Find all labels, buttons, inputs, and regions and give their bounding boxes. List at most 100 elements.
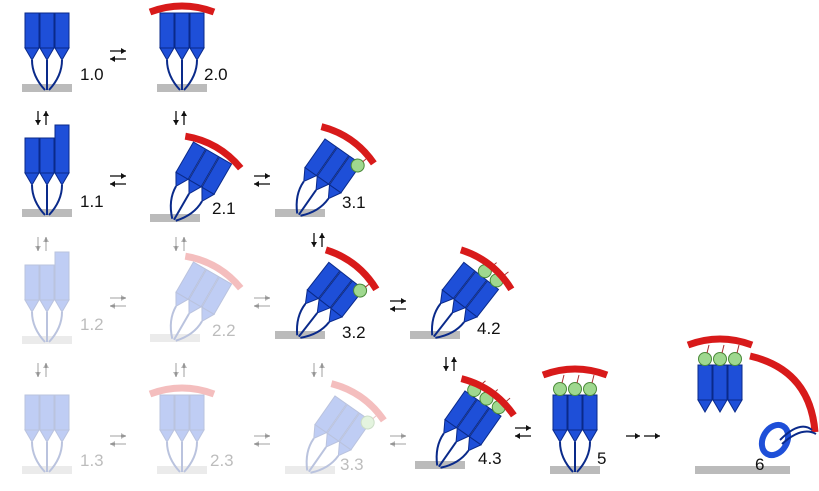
arrow-head bbox=[515, 433, 520, 439]
arrow-head bbox=[401, 433, 406, 439]
arrow-head bbox=[390, 306, 395, 312]
subunit bbox=[25, 265, 39, 300]
tether bbox=[577, 375, 579, 383]
state-label: 6 bbox=[755, 455, 764, 474]
subunit bbox=[55, 395, 69, 430]
green-subunit bbox=[569, 383, 582, 396]
subunit-tip bbox=[25, 300, 39, 312]
arrow-head bbox=[35, 246, 41, 251]
subunit-tip bbox=[160, 430, 174, 442]
arrow-head bbox=[121, 433, 126, 439]
arrow-head bbox=[110, 441, 115, 447]
state-label: 1.0 bbox=[80, 65, 104, 84]
green-subunit bbox=[729, 353, 742, 366]
state-label: 4.3 bbox=[478, 449, 502, 468]
subunit bbox=[190, 13, 204, 48]
subunit-tip bbox=[25, 48, 39, 60]
state-label: 2.1 bbox=[212, 199, 236, 218]
state-label: 2.3 bbox=[210, 451, 234, 470]
subunit bbox=[40, 138, 54, 173]
state-node: 5 bbox=[543, 369, 607, 474]
subunit bbox=[175, 395, 189, 430]
state-label: 1.2 bbox=[80, 315, 104, 334]
arrow-head bbox=[43, 363, 49, 368]
tether bbox=[737, 345, 739, 353]
red-cap bbox=[150, 388, 214, 394]
state-icon bbox=[150, 388, 214, 472]
state-icon bbox=[25, 252, 69, 342]
state-label: 3.3 bbox=[340, 455, 364, 474]
state-icon bbox=[688, 339, 752, 412]
state-label: 4.2 bbox=[477, 319, 501, 338]
state-node: 1.1 bbox=[22, 125, 104, 217]
state-label: 3.2 bbox=[342, 323, 366, 342]
subunit-tip bbox=[553, 430, 567, 442]
arrow-head bbox=[311, 242, 317, 247]
subunit-tip bbox=[583, 430, 597, 442]
arrow-head bbox=[181, 363, 187, 368]
state-node: 2.1 bbox=[146, 131, 243, 236]
arrow-head bbox=[181, 111, 187, 116]
arrow-head bbox=[254, 441, 259, 447]
subunit-tip bbox=[568, 430, 582, 442]
arrow-head bbox=[110, 181, 115, 187]
subunit-tip bbox=[25, 430, 39, 442]
state-node: 2.3 bbox=[150, 388, 234, 474]
arrow-head bbox=[254, 181, 259, 187]
state-icon bbox=[25, 125, 69, 215]
state-label: 3.1 bbox=[342, 193, 366, 212]
subunit bbox=[728, 365, 742, 400]
tether bbox=[707, 345, 709, 353]
subunit bbox=[713, 365, 727, 400]
diagram: 1.0 2.0 1.1 2.1 3.1 1.2 2.2 3.2 4.2 1.3 2.3 3.3 4.3 5… bbox=[0, 0, 819, 486]
subunit-tip bbox=[190, 430, 204, 442]
tether bbox=[592, 375, 594, 383]
subunit-tip bbox=[40, 300, 54, 312]
arrow-head bbox=[655, 433, 660, 439]
subunit bbox=[25, 395, 39, 430]
subunit-tip bbox=[40, 173, 54, 185]
tether bbox=[722, 345, 724, 353]
subunit bbox=[160, 13, 174, 48]
subunit bbox=[175, 13, 189, 48]
red-cap bbox=[543, 369, 607, 375]
arrow-head bbox=[311, 372, 317, 377]
subunit bbox=[583, 395, 597, 430]
arrow-head bbox=[401, 298, 406, 304]
subunit bbox=[190, 395, 204, 430]
subunit-tip bbox=[160, 48, 174, 60]
arrow-head bbox=[265, 295, 270, 301]
state-label: 2.2 bbox=[212, 321, 236, 340]
subunit-tip bbox=[40, 430, 54, 442]
subunit bbox=[55, 13, 69, 48]
state-label: 1.3 bbox=[80, 451, 104, 470]
state-node: 3.3 bbox=[283, 379, 388, 486]
state-label: 2.0 bbox=[204, 65, 228, 84]
state-icon bbox=[25, 13, 69, 90]
arrow-head bbox=[265, 173, 270, 179]
state-node: 6 bbox=[688, 339, 816, 474]
arrow-head bbox=[121, 48, 126, 54]
subunit bbox=[25, 138, 39, 173]
subunit bbox=[25, 13, 39, 48]
subunit-tip bbox=[728, 400, 742, 412]
arrow-head bbox=[43, 111, 49, 116]
subunit bbox=[160, 395, 174, 430]
state-label: 1.1 bbox=[80, 192, 104, 211]
arrow-head bbox=[635, 433, 640, 439]
subunit bbox=[40, 13, 54, 48]
subunit-tip bbox=[25, 173, 39, 185]
subunit-tip bbox=[698, 400, 712, 412]
arrow-head bbox=[526, 425, 531, 431]
subunit-tip bbox=[55, 430, 69, 442]
arrow-head bbox=[254, 303, 259, 309]
tether bbox=[562, 375, 564, 383]
subunit bbox=[40, 395, 54, 430]
state-node: 4.3 bbox=[413, 369, 521, 485]
arrow-head bbox=[35, 120, 41, 125]
subunit bbox=[568, 395, 582, 430]
arrow-head bbox=[173, 120, 179, 125]
subunit-tip bbox=[40, 48, 54, 60]
subunit-tip bbox=[175, 48, 189, 60]
subunit bbox=[698, 365, 712, 400]
